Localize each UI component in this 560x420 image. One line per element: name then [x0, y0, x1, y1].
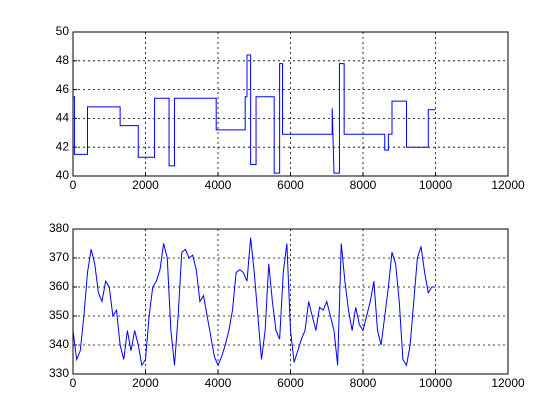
- y-tick-label: 340: [49, 337, 69, 351]
- data-line: [73, 54, 436, 174]
- x-tick-label: 4000: [205, 178, 232, 192]
- y-tick-label: 350: [49, 308, 69, 322]
- x-tick-label: 6000: [277, 178, 304, 192]
- x-tick-label: 8000: [350, 178, 377, 192]
- x-tick-label: 8000: [350, 376, 377, 390]
- x-tick-label: 4000: [205, 376, 232, 390]
- y-tick-label: 370: [49, 250, 69, 264]
- y-tick-label: 50: [56, 24, 70, 38]
- x-tick-label: 12000: [491, 178, 525, 192]
- y-tick-label: 360: [49, 279, 69, 293]
- x-tick-label: 2000: [132, 178, 159, 192]
- axes-frame: [72, 228, 509, 375]
- y-tick-label: 380: [49, 221, 69, 235]
- y-tick-label: 48: [56, 53, 70, 67]
- x-tick-label: 0: [70, 178, 77, 192]
- x-tick-label: 10000: [419, 376, 453, 390]
- y-tick-label: 46: [56, 82, 70, 96]
- x-tick-label: 2000: [132, 376, 159, 390]
- data-line: [72, 237, 436, 367]
- y-tick-label: 44: [56, 111, 70, 125]
- x-tick-label: 6000: [277, 376, 304, 390]
- x-tick-label: 10000: [419, 178, 453, 192]
- y-tick-label: 330: [49, 366, 69, 380]
- y-tick-label: 42: [56, 139, 70, 153]
- axes-frame: [72, 31, 509, 177]
- x-tick-label: 12000: [491, 376, 525, 390]
- y-tick-label: 40: [56, 168, 70, 182]
- x-tick-label: 0: [70, 376, 77, 390]
